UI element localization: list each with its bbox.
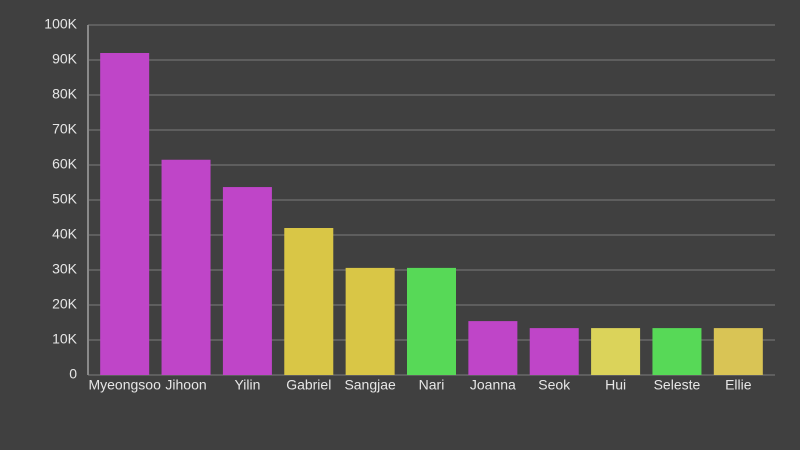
y-tick-label: 40K: [52, 226, 78, 242]
bar: [345, 267, 395, 375]
y-tick-label: 90K: [52, 51, 78, 67]
y-tick-label: 50K: [52, 191, 78, 207]
x-tick-label: Gabriel: [286, 377, 331, 393]
y-tick-label: 0: [69, 366, 77, 382]
y-tick-label: 10K: [52, 331, 78, 347]
x-tick-label: Nari: [419, 377, 445, 393]
y-tick-label: 80K: [52, 86, 78, 102]
x-tick-label: Yilin: [234, 377, 260, 393]
x-tick-label: Jihoon: [165, 377, 206, 393]
x-tick-label: Seleste: [654, 377, 701, 393]
x-tick-label: Sangjae: [344, 377, 396, 393]
bar: [407, 267, 456, 375]
bar: [100, 53, 150, 375]
x-tick-label: Seok: [538, 377, 571, 393]
x-tick-label: Ellie: [725, 377, 752, 393]
bar: [161, 159, 211, 375]
bar: [222, 187, 272, 375]
y-tick-label: 70K: [52, 121, 78, 137]
bar: [591, 328, 641, 375]
bar: [284, 228, 334, 375]
y-tick-label: 20K: [52, 296, 78, 312]
x-tick-label: Joanna: [470, 377, 516, 393]
y-tick-label: 100K: [44, 16, 77, 32]
bar: [529, 328, 579, 375]
bar: [713, 328, 763, 375]
y-tick-label: 30K: [52, 261, 78, 277]
y-tick-label: 60K: [52, 156, 78, 172]
x-tick-label: Myeongsoo: [88, 377, 161, 393]
bar: [468, 321, 518, 375]
x-tick-label: Hui: [605, 377, 626, 393]
bar: [652, 328, 702, 375]
